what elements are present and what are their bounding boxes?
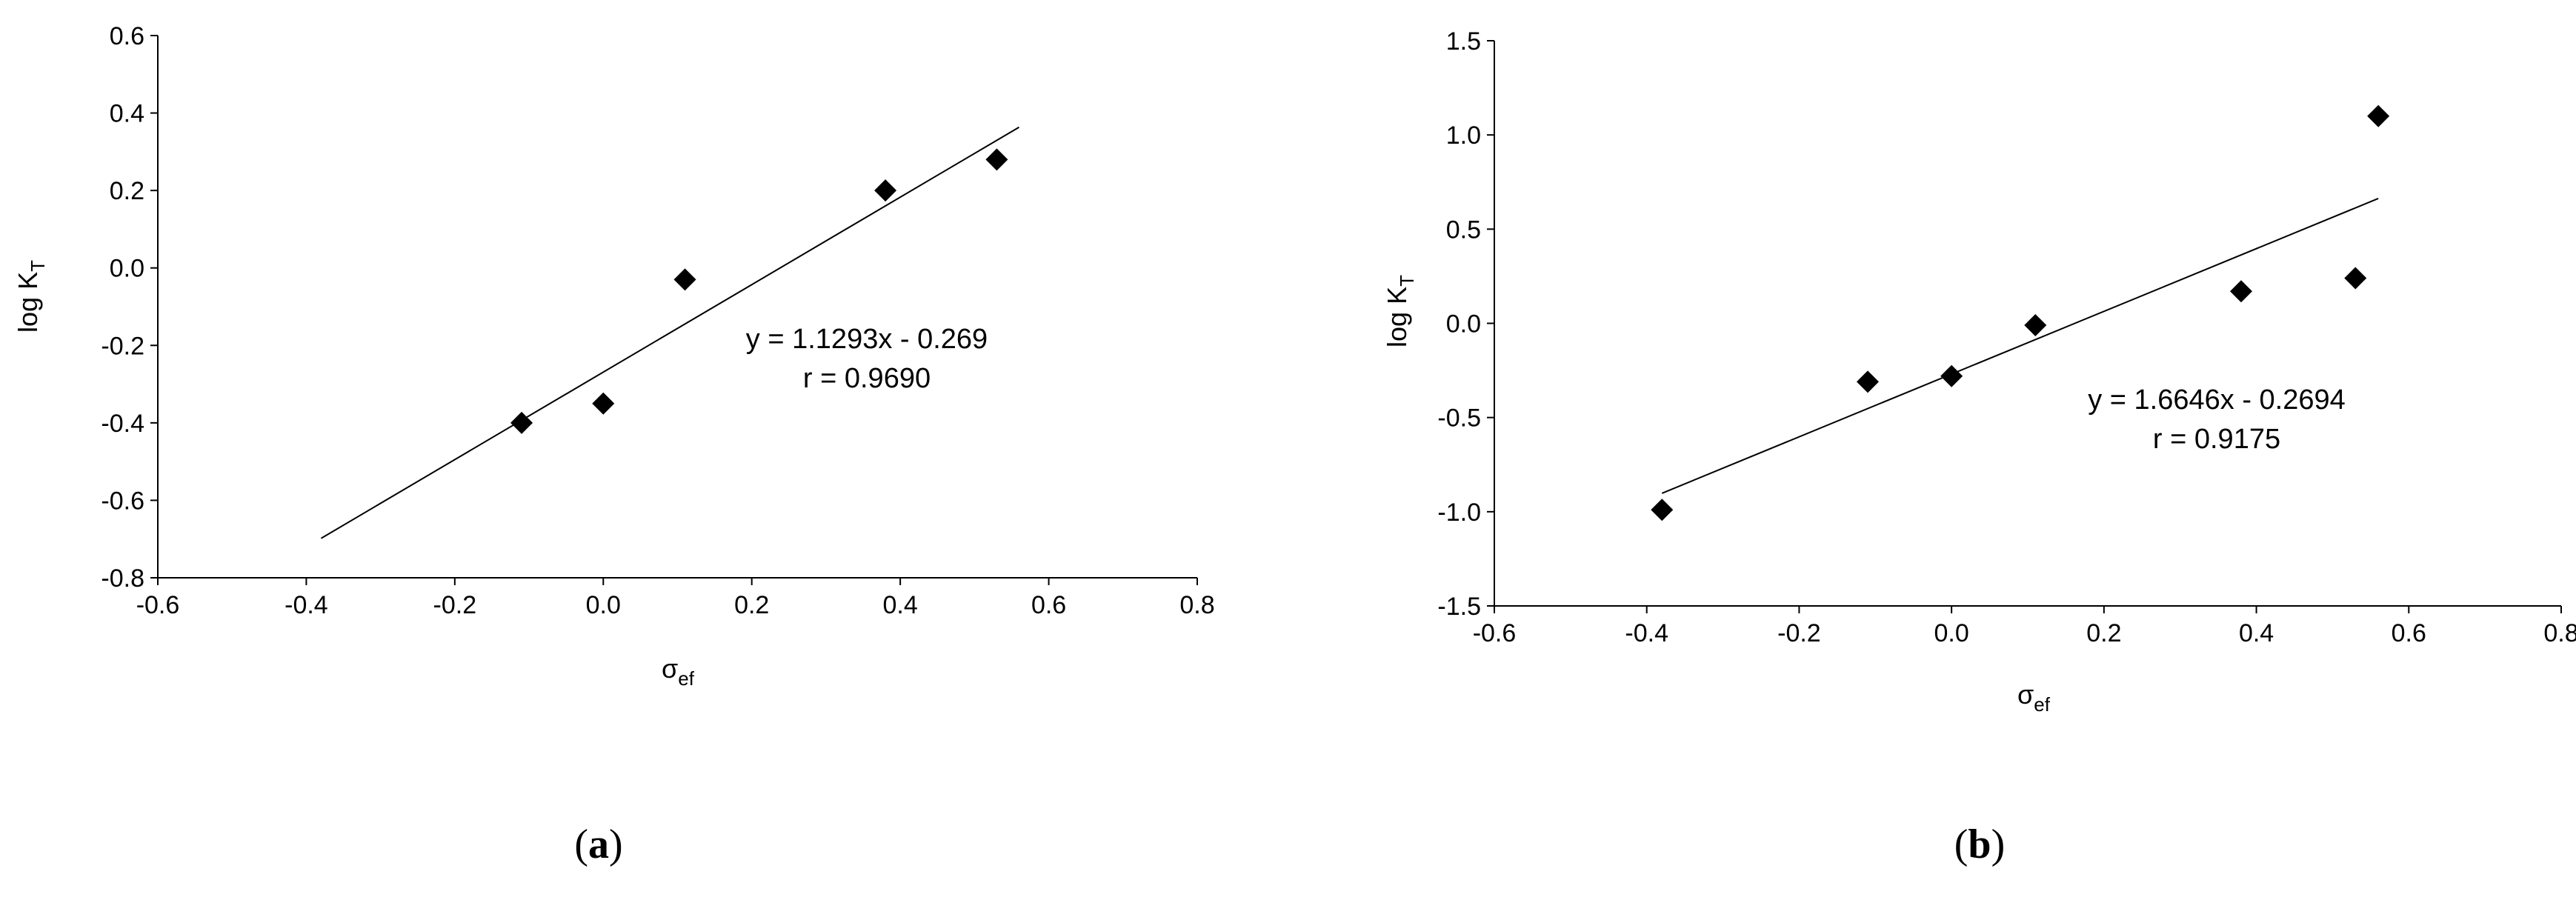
chart-b-x-axis-label: σef: [2017, 679, 2051, 716]
chart-b-equation: y = 1.6646x - 0.2694: [2088, 384, 2346, 416]
chart-a-point: [510, 411, 533, 434]
chart-b-y-tick-label: 1.5: [1446, 27, 1481, 56]
chart-b-x-tick-label: 0.0: [1934, 619, 1969, 647]
chart-a-x-tick-label: -0.4: [284, 591, 328, 619]
chart-a-x-tick-label: 0.6: [1031, 591, 1066, 619]
chart-b-y-axis-label: log KT: [1382, 275, 1418, 347]
chart-a-equation: y = 1.1293x - 0.269: [746, 324, 988, 355]
chart-a-point: [673, 268, 696, 291]
chart-b-caption: (b): [1954, 821, 2005, 867]
chart-a-y-tick-label: 0.0: [110, 255, 144, 283]
chart-b-y-tick-label: -1.5: [1437, 593, 1481, 621]
chart-a-plot: -0.6 -0.4 -0.2 0.0 0.2 0.4 0.6 0.8-0.8-0.6-0.4-…: [101, 22, 1214, 619]
chart-a-caption: (a): [574, 821, 622, 867]
chart-b-x-tick-label: -0.2: [1777, 619, 1821, 647]
chart-a-x-tick-label: 0.8: [1179, 591, 1214, 619]
chart-a-point: [985, 148, 1008, 171]
chart-b-point: [1857, 370, 1879, 393]
chart-b-point: [2024, 314, 2047, 337]
chart-a-x-tick-label: 0.4: [883, 591, 918, 619]
chart-b: -0.6 -0.4 -0.2 0.0 0.2 0.4 0.6 0.8 -1.5 -1.0 -0.5 0…: [1382, 27, 2576, 867]
chart-a-y-tick-label: 0.6: [110, 22, 144, 50]
chart-b-point: [2230, 280, 2252, 303]
chart-b-x-tick-label: 0.6: [2392, 619, 2426, 647]
chart-a-x-tick-label: 0.0: [586, 591, 621, 619]
chart-a-x-tick-label: -0.2: [433, 591, 477, 619]
chart-b-y-tick-label: -0.5: [1437, 404, 1481, 433]
chart-b-r-value: r = 0.9175: [2153, 424, 2280, 455]
chart-a-y-tick-label: -0.6: [101, 487, 144, 515]
chart-b-x-tick-label: -0.4: [1625, 619, 1668, 647]
chart-a-x-tick-label: -0.6: [136, 591, 180, 619]
chart-b-plot: -0.6 -0.4 -0.2 0.0 0.2 0.4 0.6 0.8 -1.5 -1.0 -0.5 0…: [1437, 27, 2576, 647]
chart-a-point: [874, 179, 897, 202]
chart-a-y-tick-label: -0.2: [101, 332, 144, 360]
chart-b-y-tick-label: 0.0: [1446, 310, 1481, 339]
chart-a-trendline: [320, 126, 1019, 539]
chart-b-x-tick-label: 0.2: [2086, 619, 2121, 647]
chart-b-point: [1940, 364, 1963, 387]
chart-a-r-value: r = 0.9690: [803, 363, 931, 394]
chart-a-y-tick-label: 0.2: [110, 177, 144, 205]
chart-a-x-tick-label: 0.2: [734, 591, 769, 619]
chart-b-trendline: [1661, 198, 2379, 494]
chart-b-x-tick-label: 0.4: [2239, 619, 2274, 647]
chart-b-x-tick-label: 0.8: [2543, 619, 2576, 647]
chart-a: -0.6 -0.4 -0.2 0.0 0.2 0.4 0.6 0.8-0.8-0.6-0.4-…: [13, 22, 1215, 867]
chart-a-y-axis-label: log KT: [13, 260, 49, 333]
chart-a-point: [592, 392, 615, 415]
chart-a-y-tick-label: -0.4: [101, 410, 144, 438]
chart-b-y-tick-label: 0.5: [1446, 216, 1481, 244]
chart-a-y-tick-label: -0.8: [101, 564, 144, 593]
chart-b-point: [1651, 499, 1674, 521]
chart-a-x-axis-label: σef: [662, 653, 695, 690]
chart-b-point: [2367, 104, 2390, 127]
chart-b-x-tick-label: -0.6: [1473, 619, 1517, 647]
chart-b-point: [2344, 267, 2367, 290]
chart-b-y-tick-label: -1.0: [1437, 499, 1481, 527]
chart-b-y-tick-label: 1.0: [1446, 121, 1481, 150]
chart-a-y-tick-label: 0.4: [110, 100, 144, 128]
